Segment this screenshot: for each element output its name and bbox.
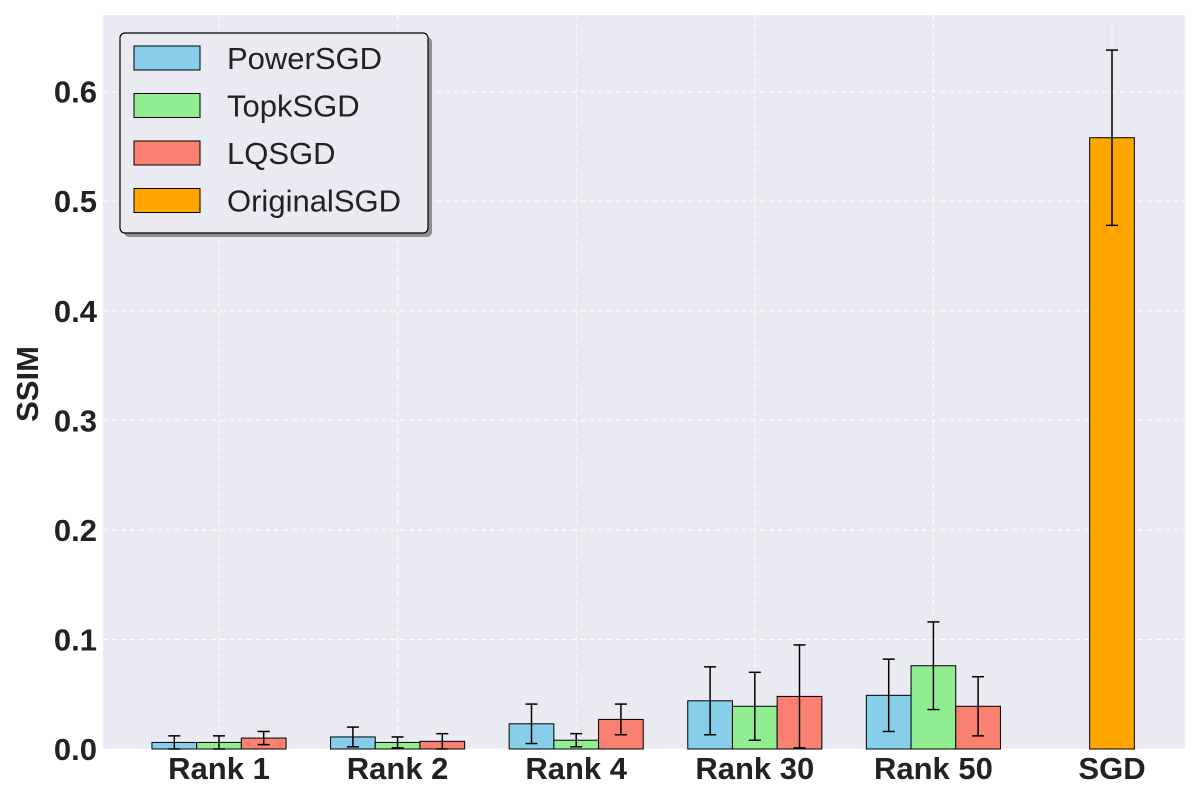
y-tick-labels: 0.0 0.1 0.2 0.3 0.4 0.5 0.6 [54, 75, 98, 767]
x-tick-label: Rank 30 [695, 751, 814, 786]
y-tick-label: 0.6 [54, 75, 97, 110]
legend-label: TopkSGD [227, 89, 360, 124]
error-bar [748, 671, 761, 741]
legend-frame [119, 32, 429, 234]
x-tick-label: Rank 4 [525, 751, 627, 786]
error-bar [1106, 49, 1118, 227]
legend-label: LQSGD [227, 136, 336, 171]
legend-swatch [133, 188, 201, 213]
error-bar [614, 703, 627, 736]
x-tick-label: Rank 2 [347, 751, 449, 786]
y-tick-label: 0.3 [54, 403, 97, 438]
y-tick-label: 0.4 [54, 294, 98, 329]
legend-swatch [133, 140, 201, 166]
x-tick-label: Rank 50 [874, 751, 993, 786]
error-bar [525, 703, 538, 745]
error-bar [213, 735, 225, 750]
y-tick-label: 0.2 [54, 513, 97, 548]
error-bar [168, 735, 181, 750]
error-bar [436, 732, 449, 750]
legend-swatch [133, 93, 201, 118]
error-bar [570, 732, 583, 748]
error-bar [346, 726, 359, 748]
bar-originalsgd-sgd [1089, 137, 1135, 750]
error-bar [927, 621, 940, 711]
x-tick-label: Rank 1 [168, 751, 270, 786]
error-bars [168, 49, 1118, 750]
error-bar [391, 736, 404, 749]
legend: PowerSGD TopkSGD LQSGD OriginalSGD [119, 32, 432, 237]
y-axis-title: SSIM [10, 346, 45, 422]
error-bar [972, 675, 985, 737]
x-tick-labels: Rank 1 Rank 2 Rank 4 Rank 30 Rank 50 SGD [168, 751, 1145, 786]
legend-swatch [133, 45, 201, 71]
y-tick-label: 0.1 [54, 622, 97, 657]
legend-label: PowerSGD [227, 41, 382, 76]
x-tick-label: SGD [1078, 751, 1145, 786]
error-bar [704, 666, 717, 736]
y-tick-label: 0.0 [54, 732, 97, 767]
legend-label: OriginalSGD [227, 184, 401, 219]
error-bar [793, 644, 806, 749]
error-bar [882, 658, 895, 733]
y-tick-label: 0.5 [54, 184, 97, 219]
error-bar [257, 730, 270, 746]
